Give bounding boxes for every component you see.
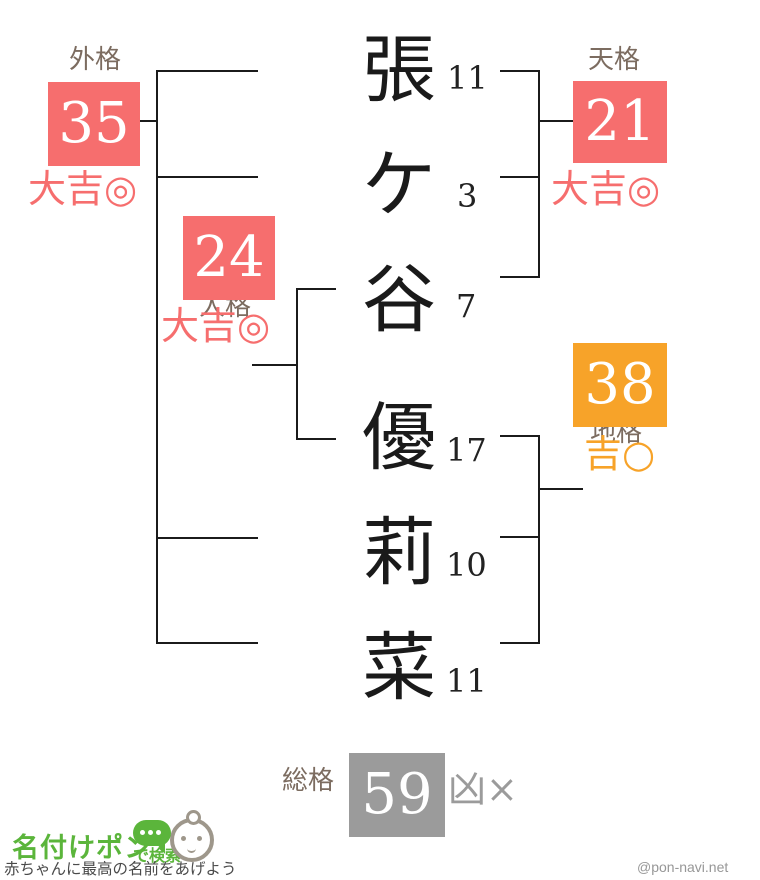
site-credit: @pon-navi.net [637, 859, 729, 875]
logo-search-suffix: で検索 [133, 848, 182, 865]
stroke-count-1: 11 [447, 59, 488, 97]
tenkaku-label: 天格 [588, 44, 641, 74]
logo-tagline: 赤ちゃんに最高の名前をあげよう [4, 861, 237, 878]
soukaku-label: 総格 [282, 765, 335, 795]
chikaku-box-connector-line [538, 488, 583, 490]
chikaku-bracket-line-char4 [500, 435, 540, 437]
gaikaku-rating: 大吉◎ [28, 167, 138, 211]
bubble-dot-icon [156, 830, 161, 835]
bubble-dot-icon [140, 830, 145, 835]
stroke-count-2: 3 [457, 177, 478, 215]
tenkaku-bracket-line-char2 [500, 176, 540, 178]
tenkaku-bracket-vertical-line [538, 70, 540, 278]
soukaku-rating: 凶× [448, 767, 518, 811]
bubble-dot-icon [148, 830, 153, 835]
tenkaku-rating: 大吉◎ [551, 167, 661, 211]
soukaku-value-box: 59 [349, 753, 445, 837]
stroke-count-3: 7 [456, 287, 477, 325]
baby-eye-icon [197, 836, 202, 841]
gaikaku-label: 外格 [69, 44, 122, 74]
gaikaku-bracket-line-char1 [156, 70, 258, 72]
chikaku-bracket-vertical-line [538, 435, 540, 644]
name-char-6: 菜 [362, 625, 436, 711]
speech-bubble-icon [133, 820, 171, 846]
gaikaku-bracket-vertical-line [156, 70, 158, 644]
baby-face-icon [170, 810, 214, 862]
chikaku-rating: 吉○ [584, 432, 656, 476]
logo-wordmark: 名付けポン [12, 833, 152, 863]
tenkaku-value-box: 21 [573, 81, 667, 163]
gaikaku-bracket-line-char2 [156, 176, 258, 178]
name-char-1: 張 [362, 27, 436, 113]
chikaku-bracket-line-char5 [500, 536, 540, 538]
baby-hair-curl-icon [186, 810, 201, 825]
jinkaku-box-connector-line [252, 364, 298, 366]
name-char-2: ケ [362, 142, 436, 228]
jinkaku-bracket-line-char3 [296, 288, 336, 290]
chikaku-value-box: 38 [573, 343, 667, 427]
baby-eye-icon [181, 836, 186, 841]
baby-mouth-icon [187, 847, 196, 853]
gaikaku-bracket-line-char5 [156, 537, 258, 539]
tenkaku-bracket-line-char1 [500, 70, 540, 72]
gaikaku-box-connector-line [140, 120, 158, 122]
stroke-count-5: 10 [446, 546, 487, 584]
tenkaku-box-connector-line [538, 120, 573, 122]
name-char-4: 優 [362, 395, 436, 481]
gaikaku-bracket-line-char6 [156, 642, 258, 644]
gaikaku-value-box: 35 [48, 82, 140, 166]
jinkaku-bracket-line-char4 [296, 438, 336, 440]
tenkaku-bracket-line-char3 [500, 276, 540, 278]
stroke-count-6: 11 [446, 662, 487, 700]
jinkaku-value-box: 24 [183, 216, 275, 300]
chikaku-bracket-line-char6 [500, 642, 540, 644]
name-char-5: 莉 [362, 510, 436, 596]
name-char-3: 谷 [362, 257, 436, 343]
stroke-count-4: 17 [446, 431, 487, 469]
speech-bubble-tail-icon [156, 843, 165, 854]
jinkaku-rating: 大吉◎ [161, 304, 271, 348]
